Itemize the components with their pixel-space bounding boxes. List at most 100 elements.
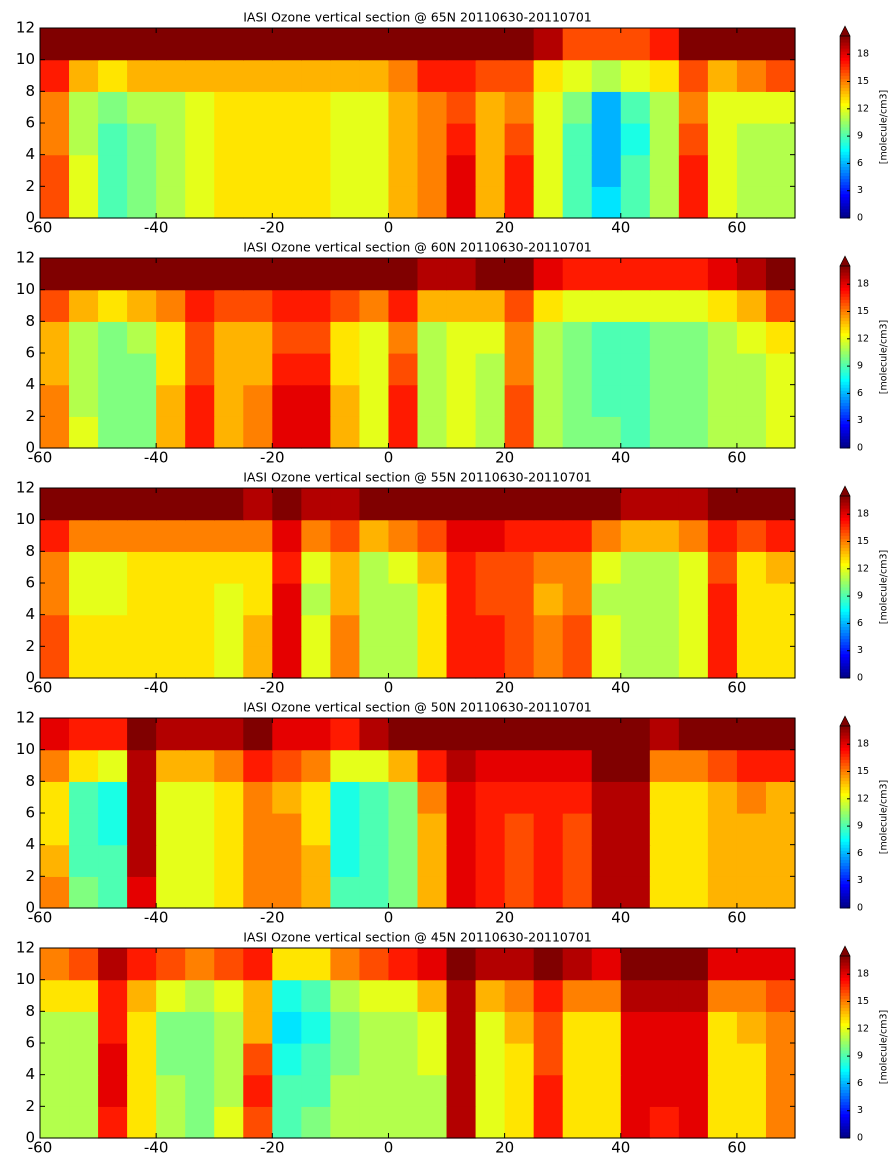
colorbar-segment	[840, 154, 850, 158]
heatmap-cell	[98, 979, 128, 1012]
colorbar-segment	[840, 375, 850, 379]
heatmap-cell	[562, 289, 593, 322]
colorbar-tick-label: 9	[857, 821, 863, 832]
heatmap-cell	[417, 28, 448, 61]
heatmap-cell	[127, 551, 157, 584]
heatmap-cell	[446, 28, 477, 61]
heatmap-cell	[301, 91, 331, 124]
colorbar-segment	[840, 553, 850, 558]
heatmap-cell	[359, 781, 390, 814]
colorbar-segment	[840, 556, 850, 561]
colorbar-segment	[840, 901, 850, 906]
colorbar-segment	[840, 1043, 850, 1048]
heatmap-cell	[98, 1011, 128, 1044]
heatmap-cell	[765, 876, 796, 909]
colorbar-segment	[840, 732, 850, 736]
colorbar-segment	[840, 565, 850, 570]
heatmap-cell	[98, 844, 128, 877]
y-tick-label: 8	[25, 772, 35, 790]
heatmap-cell	[301, 123, 331, 156]
heatmap-cell	[446, 583, 477, 616]
y-tick-label: 0	[25, 669, 35, 687]
heatmap-cell	[359, 979, 390, 1012]
heatmap-cell	[156, 384, 186, 417]
x-tick-label: -60	[28, 679, 53, 697]
colorbar-segment	[840, 317, 850, 322]
colorbar-segment	[840, 1089, 850, 1093]
y-tick-label: 4	[25, 1065, 35, 1083]
x-tick-label: 20	[495, 1139, 514, 1157]
heatmap-cell	[504, 551, 535, 584]
heatmap-cell	[765, 844, 796, 877]
heatmap-cell	[446, 258, 477, 291]
colorbar-segment	[840, 78, 850, 82]
colorbar-segment	[840, 160, 850, 164]
heatmap-cell	[562, 813, 593, 846]
colorbar-segment	[840, 211, 850, 216]
heatmap-cell	[330, 1074, 361, 1107]
heatmap-cell	[417, 876, 448, 909]
heatmap-cell	[301, 646, 331, 679]
y-tick-label: 8	[25, 1002, 35, 1020]
heatmap-cell	[40, 258, 70, 291]
heatmap-cell	[736, 948, 767, 981]
heatmap-cell	[359, 321, 390, 354]
heatmap-cell	[620, 646, 651, 679]
colorbar-frame	[839, 725, 851, 909]
heatmap-cell	[562, 519, 593, 552]
heatmap-cell	[40, 123, 70, 156]
heatmap-cell	[591, 186, 622, 219]
colorbar-segment	[840, 399, 850, 403]
heatmap-cell	[533, 59, 564, 92]
heatmap-cell	[649, 91, 680, 124]
colorbar-frame	[839, 35, 851, 219]
colorbar-segment	[840, 544, 850, 549]
heatmap-cell	[736, 384, 767, 417]
heatmap-cell	[649, 258, 680, 291]
heatmap-cell	[185, 488, 215, 521]
heatmap-cell	[678, 646, 709, 679]
heatmap-cell	[40, 91, 70, 124]
heatmap-cell	[736, 979, 767, 1012]
colorbar-segment	[840, 983, 850, 987]
heatmap-cell	[678, 1074, 709, 1107]
heatmap-cell	[359, 289, 390, 322]
colorbar-segment	[840, 269, 850, 273]
heatmap-cell	[359, 123, 390, 156]
colorbar-segment	[840, 338, 850, 343]
x-tick-label: 0	[384, 1139, 394, 1157]
heatmap-cell	[591, 781, 622, 814]
heatmap-cell	[475, 353, 506, 386]
heatmap-cell	[388, 718, 419, 751]
x-tick-label: 60	[727, 449, 746, 467]
y-tick-label: 6	[25, 344, 35, 362]
heatmap-cell	[359, 1011, 390, 1044]
heatmap-cell	[243, 353, 273, 386]
heatmap-cell	[40, 718, 70, 751]
heatmap-cell	[98, 258, 128, 291]
heatmap-cell	[707, 258, 738, 291]
heatmap-cell	[40, 353, 70, 386]
y-tick-label: 12	[16, 249, 35, 267]
colorbar-segment	[840, 898, 850, 903]
colorbar-tick-label: 3	[857, 1105, 863, 1116]
colorbar-segment	[840, 538, 850, 542]
x-tick-label: -60	[28, 909, 53, 927]
y-tick-label: 12	[16, 709, 35, 727]
heatmap-cell	[736, 59, 767, 92]
heatmap-cell	[272, 979, 302, 1012]
colorbar-segment	[840, 1034, 850, 1039]
heatmap-cell	[736, 91, 767, 124]
y-tick-label: 2	[25, 177, 35, 195]
heatmap-cell	[446, 614, 477, 647]
heatmap-cell	[417, 583, 448, 616]
colorbar-tick-label: 15	[857, 996, 869, 1007]
heatmap-cell	[301, 59, 331, 92]
colorbar-label: [molecule/cm3]	[879, 780, 890, 854]
heatmap-cell	[446, 1106, 477, 1139]
colorbar-segment	[840, 665, 850, 670]
heatmap-cell	[707, 948, 738, 981]
colorbar-tick-label: 0	[857, 673, 863, 684]
heatmap-cell	[649, 551, 680, 584]
